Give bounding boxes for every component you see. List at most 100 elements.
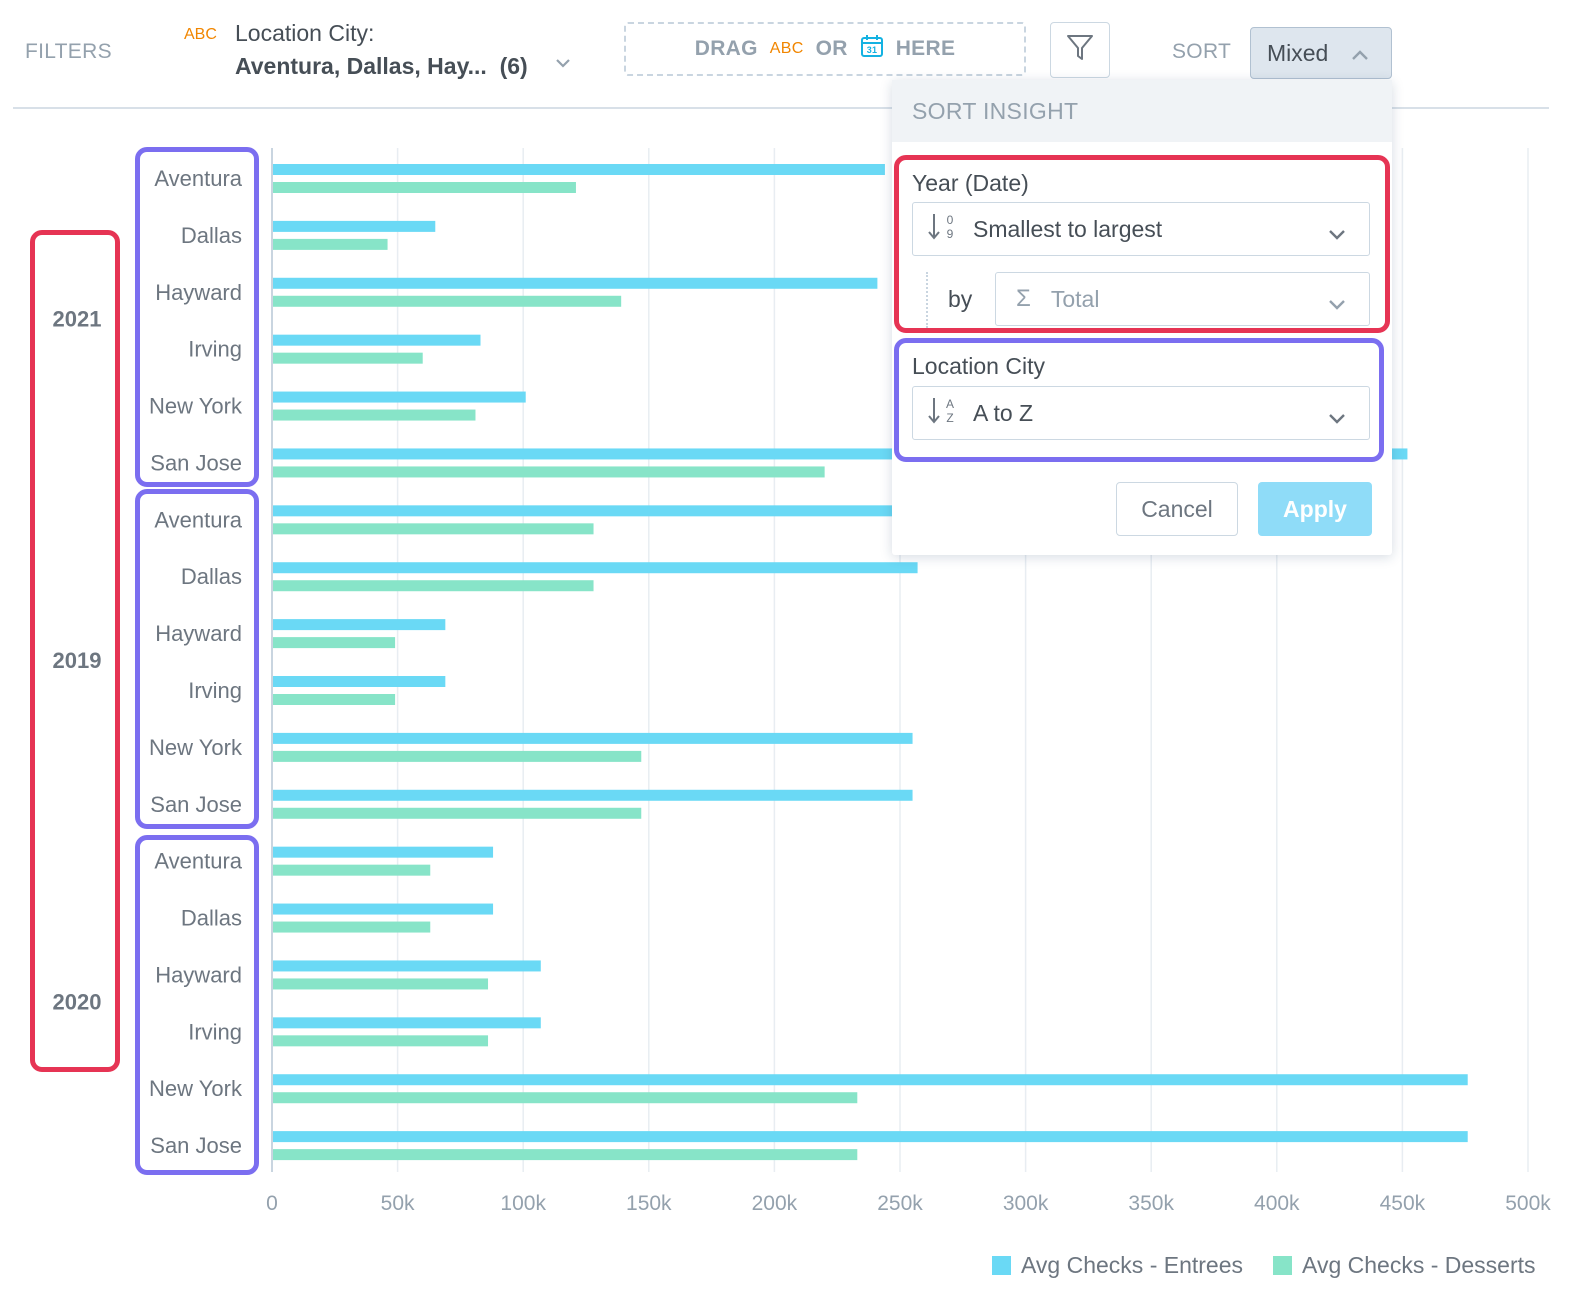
city-sort-annotation-box [894,338,1384,462]
bar [273,694,396,705]
calendar-icon: 31 [860,34,884,64]
bar [273,391,526,403]
apply-button[interactable]: Apply [1258,482,1372,536]
by-label: by [948,286,973,312]
category-label: Dallas [181,223,242,248]
bar [273,921,431,933]
bar [273,220,436,232]
chevron-up-icon [1350,40,1370,67]
city-annotation-box-2021 [135,147,259,487]
bar [273,238,388,250]
bar [273,182,576,193]
year-sort-order-value: Smallest to largest [973,215,1163,242]
chevron-down-icon [1327,221,1347,248]
svg-text:31: 31 [866,45,877,55]
category-label: San Jose [150,792,242,817]
legend-item[interactable]: Avg Checks - Desserts [1273,1252,1536,1279]
category-label: Irving [188,678,242,703]
sigma-icon: Σ [1016,285,1031,312]
legend-swatch-desserts [1273,1256,1293,1275]
bar [273,807,642,819]
filter-dropzone[interactable]: DRAG ABC OR 31 HERE [624,22,1026,76]
bar [273,580,594,592]
bar [273,978,489,990]
category-label: Irving [188,337,242,362]
category-label: New York [149,394,243,419]
city-filter-count: (6) [499,53,528,79]
category-label: Aventura [154,166,242,191]
city-filter-label[interactable]: Location City: [235,20,375,46]
city-annotation-box-2020 [135,835,259,1175]
city-filter-value-text: Aventura, Dallas, Hay... [235,53,487,79]
category-label: Hayward [155,621,242,646]
chevron-down-icon[interactable] [554,56,572,74]
dropzone-here-text: HERE [895,37,956,60]
chevron-down-icon [1327,291,1347,318]
bar [273,448,1408,460]
city-sort-order-dropdown[interactable]: A Z A to Z [912,386,1370,440]
bar [273,562,918,574]
category-label: New York [149,735,243,760]
x-tick-label: 250k [877,1192,923,1215]
bar [273,1017,541,1029]
bar [273,295,622,307]
sort-label: SORT [1172,40,1232,63]
bar [273,352,423,364]
attribute-type-badge: ABC [184,26,217,43]
chevron-down-icon [1327,405,1347,432]
x-tick-label: 150k [626,1192,672,1215]
x-tick-label: 400k [1254,1192,1300,1215]
year-sort-annotation-box [894,155,1390,333]
legend-label-desserts: Avg Checks - Desserts [1302,1252,1536,1278]
bar [273,960,541,972]
sort-by-measure-dropdown[interactable]: Σ Total [995,272,1370,326]
svg-text:Z: Z [946,411,953,425]
dialog-title: SORT INSIGHT [912,98,1079,124]
sort-insight-dialog: SORT INSIGHT Year (Date) 0 9 Smallest to… [892,80,1392,555]
bar [273,164,885,175]
cancel-button[interactable]: Cancel [1116,482,1238,536]
sort-button[interactable]: Mixed [1250,27,1392,79]
category-label: Hayward [155,280,242,305]
bar [273,1149,858,1161]
category-label: Hayward [155,962,242,987]
toolbar-divider [13,107,1549,109]
chart-legend: Avg Checks - Entrees Avg Checks - Desser… [992,1252,1536,1279]
bar [273,505,893,517]
x-tick-label: 200k [752,1192,798,1215]
category-label: Dallas [181,906,242,931]
city-filter-values[interactable]: Aventura, Dallas, Hay... (6) [235,53,528,80]
bar [273,1092,858,1104]
bar [273,903,494,915]
filter-button[interactable] [1050,22,1110,78]
year-sort-order-dropdown[interactable]: 0 9 Smallest to largest [912,202,1370,256]
category-label: San Jose [150,1133,242,1158]
bar [273,789,913,801]
category-label: Aventura [154,507,242,532]
svg-text:0: 0 [947,213,954,227]
legend-item[interactable]: Avg Checks - Entrees [992,1252,1243,1279]
bar [273,864,431,876]
sort-button-value: Mixed [1267,39,1329,66]
bar [273,334,481,346]
svg-text:9: 9 [947,227,954,241]
svg-text:A: A [946,397,954,411]
dropzone-drag-text: DRAG [694,37,758,60]
x-tick-label: 350k [1128,1192,1174,1215]
dialog-header [892,80,1392,142]
bar [273,1131,1468,1143]
sort-alpha-icon: A Z [927,395,959,431]
city-sort-order-value: A to Z [973,399,1034,426]
year-label: 2019 [53,648,102,673]
category-label: San Jose [150,450,242,475]
year-label: 2020 [53,989,102,1014]
category-label: Dallas [181,564,242,589]
x-tick-label: 100k [500,1192,546,1215]
bar [273,523,594,535]
bar [273,1074,1468,1086]
year-annotation-box [30,230,120,1072]
legend-label-entrees: Avg Checks - Entrees [1021,1252,1244,1278]
bar [273,676,446,687]
bar [273,846,494,858]
